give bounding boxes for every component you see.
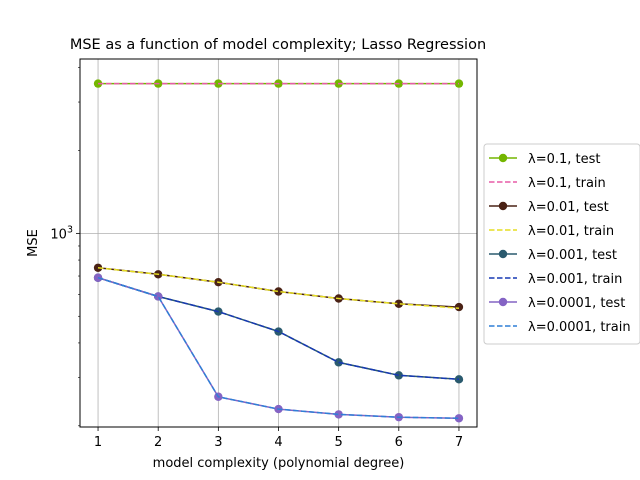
legend: λ=0.1, test λ=0.1, train λ=0.01, test λ=0.0… xyxy=(483,143,640,345)
series-lambda-0_0001-test-point xyxy=(334,410,343,419)
legend-label: λ=0.001, test xyxy=(528,248,617,263)
legend-swatch-marker xyxy=(498,153,508,163)
y-tick-exponent: 3 xyxy=(67,224,73,235)
legend-label: λ=0.01, test xyxy=(528,200,609,215)
y-tick-base: 10 xyxy=(50,227,67,242)
chart-title: MSE as a function of model complexity; L… xyxy=(70,37,486,53)
y-axis-label: MSE xyxy=(26,229,41,257)
series-lambda-0_0001-train-line xyxy=(97,276,460,420)
series-lambda-0_0001-test-point xyxy=(153,292,163,301)
legend-label: λ=0.01, train xyxy=(528,224,614,239)
legend-swatch-marker xyxy=(498,249,508,259)
legend-swatch-marker xyxy=(498,201,508,211)
legend-label: λ=0.1, test xyxy=(528,152,601,167)
series-lambda-0_01-test-point xyxy=(394,299,404,308)
legend-swatch-marker xyxy=(498,297,508,307)
series-lambda-0_01-train-line xyxy=(97,267,460,309)
x-tick-label: 6 xyxy=(395,435,403,450)
x-tick-label: 1 xyxy=(94,435,102,450)
series-lambda-0_0001-test-point xyxy=(454,414,464,423)
x-tick-label: 2 xyxy=(154,435,162,450)
series-lambda-0_01-test-point xyxy=(274,287,283,296)
series-lines xyxy=(93,79,464,423)
x-tick-label: 7 xyxy=(455,435,463,450)
legend-label: λ=0.1, train xyxy=(528,176,606,191)
x-axis-label: model complexity (polynomial degree) xyxy=(153,456,405,471)
grid-lines xyxy=(80,59,477,427)
legend-label: λ=0.0001, test xyxy=(528,296,625,311)
y-tick-label: 103 xyxy=(50,224,73,242)
legend-box xyxy=(483,143,640,345)
x-tick-label: 4 xyxy=(274,435,282,450)
legend-label: λ=0.0001, train xyxy=(528,320,631,335)
legend-label: λ=0.001, train xyxy=(528,272,622,287)
series-lambda-0_01-test-point xyxy=(454,302,464,312)
series-lambda-0_001-train-line xyxy=(97,276,460,381)
x-tick-label: 3 xyxy=(214,435,222,450)
x-tick-label: 5 xyxy=(335,435,343,450)
series-lambda-0_001-test-point xyxy=(394,371,404,380)
